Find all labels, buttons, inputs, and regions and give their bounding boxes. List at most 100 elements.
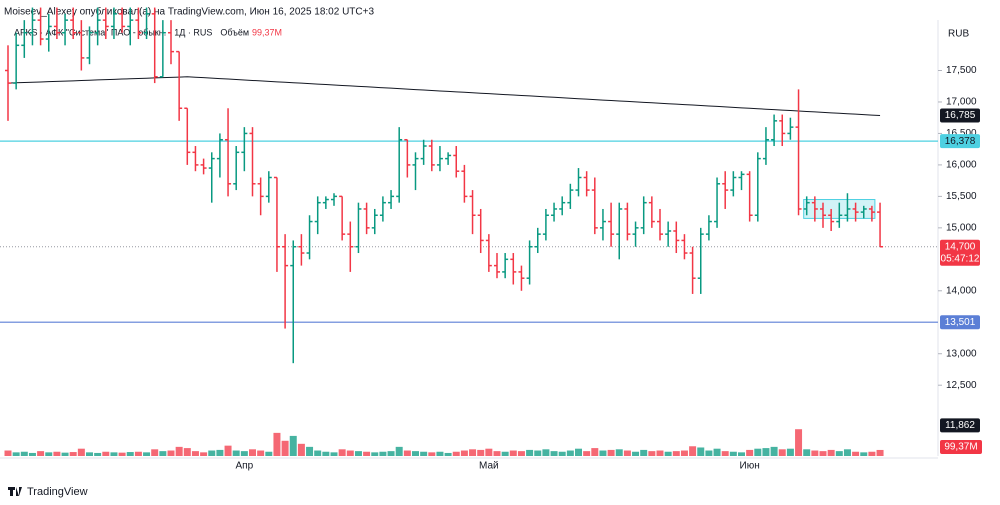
volume-bar bbox=[314, 450, 322, 456]
ohlc-bar bbox=[127, 7, 134, 46]
ohlc-bar bbox=[94, 7, 101, 46]
ohlc-bar bbox=[811, 196, 818, 222]
volume-bar bbox=[477, 449, 485, 456]
volume-bar bbox=[868, 451, 876, 456]
countdown: 05:47:12 bbox=[941, 253, 980, 264]
ohlc-bar bbox=[347, 221, 354, 272]
ohlc-bar bbox=[599, 208, 606, 241]
volume-bar bbox=[640, 449, 648, 456]
volume-value: 99,37M bbox=[252, 27, 282, 37]
volume-bar bbox=[395, 446, 403, 456]
volume-bar bbox=[664, 451, 672, 456]
y-tick-label: 15,000 bbox=[946, 222, 977, 233]
ohlc-bar bbox=[233, 146, 240, 191]
volume-bar bbox=[118, 452, 126, 456]
ohlc-bar bbox=[53, 7, 60, 40]
ohlc-bar bbox=[754, 152, 761, 222]
volume-bar bbox=[672, 451, 680, 456]
price-tag-label: 13,501 bbox=[945, 317, 976, 328]
price-tag bbox=[940, 315, 980, 330]
ohlc-bar bbox=[322, 196, 329, 209]
ohlc-bar bbox=[657, 208, 663, 241]
ohlc-bar bbox=[608, 202, 615, 247]
volume-bar bbox=[583, 451, 591, 456]
ohlc-bar bbox=[119, 7, 126, 33]
volume-bar bbox=[648, 451, 656, 456]
ohlc-bar bbox=[241, 127, 248, 172]
volume-title: Объём bbox=[220, 27, 249, 37]
ohlc-bar bbox=[249, 127, 256, 197]
volume-bar bbox=[69, 452, 77, 456]
ohlc-bar bbox=[176, 50, 183, 121]
volume-bar bbox=[191, 451, 199, 456]
price-tag-label: 14,700 bbox=[945, 241, 976, 252]
ohlc-bar bbox=[396, 127, 403, 203]
ohlc-bar bbox=[45, 13, 52, 52]
volume-bar bbox=[656, 450, 664, 456]
price-tag bbox=[940, 108, 980, 123]
y-tick-label: 16,000 bbox=[946, 160, 977, 171]
price-tag bbox=[940, 418, 980, 433]
volume-bar bbox=[208, 450, 216, 456]
ohlc-bar bbox=[192, 146, 199, 172]
volume-bar bbox=[257, 450, 265, 456]
ohlc-bar bbox=[844, 193, 851, 222]
ohlc-bar bbox=[820, 202, 826, 228]
volume-bar bbox=[387, 451, 395, 456]
ohlc-bar bbox=[5, 45, 11, 121]
ohlc-bar bbox=[518, 265, 525, 291]
ohlc-bar bbox=[551, 202, 558, 222]
ohlc-bar bbox=[306, 215, 313, 260]
volume-bar bbox=[183, 448, 191, 456]
volume-bar bbox=[110, 452, 118, 456]
ohlc-bar bbox=[135, 7, 142, 40]
volume-bar bbox=[762, 448, 770, 456]
ohlc-bar bbox=[143, 7, 150, 40]
ohlc-bar bbox=[673, 221, 680, 254]
ohlc-bar bbox=[648, 196, 655, 228]
ohlc-bar bbox=[542, 208, 549, 241]
ohlc-bar bbox=[689, 246, 696, 294]
volume-bar bbox=[713, 448, 721, 456]
ohlc-bar bbox=[868, 205, 875, 222]
ohlc-bar bbox=[86, 26, 93, 65]
volume-bar bbox=[721, 451, 729, 456]
volume-bar bbox=[509, 450, 517, 456]
ohlc-bar bbox=[705, 215, 712, 241]
volume-bar bbox=[444, 452, 452, 456]
volume-bar bbox=[86, 452, 93, 456]
price-tag-label: 16,378 bbox=[945, 136, 976, 147]
ohlc-bar bbox=[502, 253, 509, 279]
ohlc-bar bbox=[803, 196, 810, 216]
volume-bar bbox=[746, 449, 754, 456]
volume-bar bbox=[306, 446, 314, 456]
ohlc-bar bbox=[697, 227, 704, 294]
volume-bar bbox=[819, 451, 827, 456]
ohlc-bar bbox=[290, 240, 297, 364]
ohlc-bar bbox=[665, 221, 672, 247]
volume-bar bbox=[526, 449, 534, 456]
ohlc-bar bbox=[29, 7, 36, 46]
ohlc-bar bbox=[388, 190, 395, 209]
y-tick-label: 13,000 bbox=[946, 348, 977, 359]
ohlc-bar bbox=[216, 133, 223, 178]
volume-bar bbox=[371, 452, 379, 456]
logo-mark bbox=[8, 487, 22, 496]
volume-bar bbox=[623, 450, 631, 456]
ohlc-bar bbox=[331, 193, 337, 206]
volume-bar bbox=[795, 429, 803, 456]
price-tag-label: 11,862 bbox=[945, 420, 975, 431]
header: Moiseev_Alexey опубликовал(а) на Trading… bbox=[4, 6, 374, 18]
volume-bar bbox=[281, 440, 289, 456]
ohlc-bar bbox=[852, 202, 859, 222]
volume-bar bbox=[689, 446, 697, 456]
ohlc-bar bbox=[681, 234, 688, 260]
ohlc-bar bbox=[591, 177, 598, 235]
ohlc-bar bbox=[102, 7, 109, 40]
y-tick-label: 17,500 bbox=[946, 65, 977, 76]
ohlc-bar bbox=[404, 138, 411, 178]
footer: TradingView bbox=[27, 486, 88, 498]
volume-bar bbox=[273, 432, 281, 456]
ohlc-bar bbox=[314, 196, 321, 235]
logo: TradingView bbox=[8, 486, 88, 498]
